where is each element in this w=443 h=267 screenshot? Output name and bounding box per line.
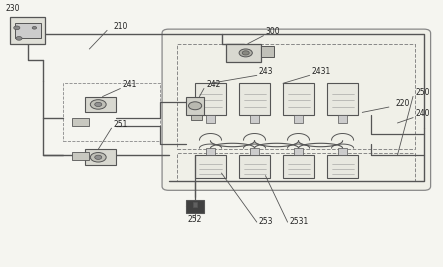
Text: 240: 240 [415,109,430,118]
Bar [85,96,116,112]
Bar [327,83,358,115]
Circle shape [188,102,202,110]
Bar [72,118,89,125]
Bar [63,83,160,142]
Text: 300: 300 [265,28,280,36]
Text: 241: 241 [122,80,137,89]
Circle shape [95,155,102,159]
Bar [239,83,270,115]
Bar [10,17,46,44]
Circle shape [90,100,106,109]
Text: 242: 242 [206,80,221,89]
Text: 210: 210 [114,22,128,31]
Bar [15,22,41,38]
Bar [195,155,226,178]
Circle shape [242,51,249,55]
Bar [206,115,215,123]
Bar [239,155,270,178]
Bar [226,44,261,62]
Bar [283,155,314,178]
Bar [261,46,274,57]
Circle shape [239,49,253,57]
Bar [294,148,303,155]
Bar [338,148,347,155]
Bar [206,148,215,155]
Text: 2431: 2431 [312,67,331,76]
Bar [250,148,259,155]
Bar [187,96,204,115]
Bar [327,155,358,178]
Circle shape [16,37,22,40]
Text: 220: 220 [396,99,410,108]
Bar [294,115,303,123]
Bar [338,115,347,123]
Text: 243: 243 [259,67,273,76]
Bar [178,153,415,181]
Circle shape [32,26,37,29]
FancyBboxPatch shape [162,29,431,190]
Circle shape [90,152,106,162]
Circle shape [95,102,102,107]
Bar [72,152,89,160]
Text: 251: 251 [114,120,128,129]
Bar [195,83,226,115]
Bar [190,115,202,120]
Bar [193,202,197,207]
Bar [187,199,204,213]
Bar [283,83,314,115]
Text: 250: 250 [415,88,430,97]
Bar [250,115,259,123]
Bar [85,149,116,165]
Circle shape [14,26,20,30]
Text: 230: 230 [5,4,19,13]
Bar [178,44,415,149]
Text: 2531: 2531 [290,217,309,226]
Text: 253: 253 [259,217,273,226]
Text: 252: 252 [188,215,202,224]
